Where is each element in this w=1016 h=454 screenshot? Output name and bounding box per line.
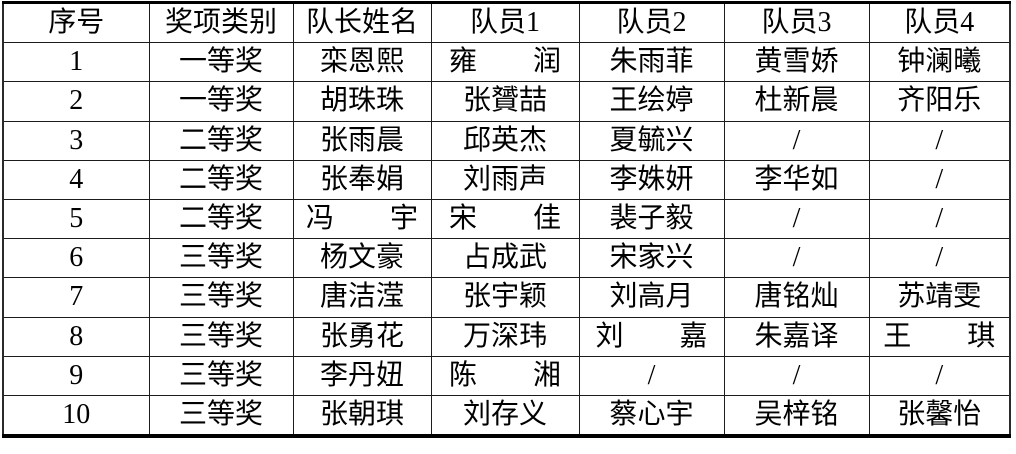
header-captain-name: 队长姓名: [292, 0, 432, 44]
table-row: 7 三等奖 唐洁滢 张宇颖 刘高月 唐铭灿 苏靖雯: [2, 277, 1011, 318]
cell-member-3: 吴梓铭: [723, 394, 870, 439]
cell-award-category: 二等奖: [148, 120, 294, 161]
cell-award-category: 三等奖: [148, 277, 294, 318]
cell-award-category: 三等奖: [148, 394, 294, 439]
cell-member-4: 苏靖雯: [868, 277, 1011, 318]
cell-captain-name: 冯 宇: [292, 198, 432, 240]
cell-member-2: 夏毓兴: [578, 120, 725, 161]
cell-member-4: /: [868, 355, 1011, 396]
cell-member-2: /: [578, 355, 725, 396]
table-row: 9 三等奖 李丹妞陈 湘 / / /: [2, 355, 1011, 396]
cell-member-2: 刘高月: [578, 277, 725, 318]
cell-member-3: 黄雪娇: [723, 42, 870, 83]
cell-serial-number: 9: [2, 355, 150, 396]
cell-member-4: /: [868, 120, 1011, 161]
cell-member-3: 杜新晨: [723, 81, 870, 122]
cell-member-4: 王 琪: [868, 316, 1011, 357]
cell-member-3: /: [723, 120, 870, 161]
table-row: 6 三等奖 杨文豪 占成武 宋家兴 / /: [2, 238, 1011, 279]
cell-member-3: /: [723, 238, 870, 279]
cell-award-category: 三等奖: [148, 238, 294, 279]
header-serial-number: 序号: [2, 0, 150, 44]
table-row: 4 二等奖 张奉娟 刘雨声 李姝妍 李华如 /: [2, 159, 1011, 200]
cell-captain-name: 张雨晨: [292, 120, 432, 161]
cell-member-2: 蔡心宇: [578, 394, 725, 439]
table-row: 3 二等奖 张雨晨 邱英杰 夏毓兴 / /: [2, 120, 1011, 161]
cell-award-category: 三等奖: [148, 355, 294, 396]
cell-captain-name: 杨文豪: [292, 238, 432, 279]
cell-serial-number: 7: [2, 277, 150, 318]
table-row: 8 三等奖 张勇花 万深玮刘 嘉朱嘉译王 琪: [2, 316, 1011, 357]
cell-member-1: 张宇颖: [430, 277, 580, 318]
header-award-category: 奖项类别: [148, 0, 294, 44]
cell-serial-number: 8: [2, 316, 150, 357]
cell-member-3: /: [723, 198, 870, 240]
cell-serial-number: 1: [2, 42, 150, 83]
award-results-table: 序号 奖项类别 队长姓名 队员1 队员2 队员3 队员4 1 一等奖 栾恩熙雍 润朱…: [2, 0, 1011, 439]
header-row: 序号 奖项类别 队长姓名 队员1 队员2 队员3 队员4: [2, 0, 1011, 44]
cell-captain-name: 张朝琪: [292, 394, 432, 439]
cell-member-1: 刘雨声: [430, 159, 580, 200]
cell-award-category: 三等奖: [148, 316, 294, 357]
cell-member-3: 朱嘉译: [723, 316, 870, 357]
cell-member-4: 齐阳乐: [868, 81, 1011, 122]
cell-serial-number: 3: [2, 120, 150, 161]
cell-member-1: 张贇喆: [430, 81, 580, 122]
cell-member-4: /: [868, 159, 1011, 200]
cell-member-1: 雍 润: [430, 42, 580, 83]
cell-captain-name: 李丹妞: [292, 355, 432, 396]
cell-member-2: 刘 嘉: [578, 316, 725, 357]
header-member-2: 队员2: [578, 0, 725, 44]
header-member-3: 队员3: [723, 0, 870, 44]
cell-member-4: /: [868, 198, 1011, 240]
cell-member-4: 钟澜曦: [868, 42, 1011, 83]
cell-member-4: 张馨怡: [868, 394, 1011, 439]
cell-serial-number: 6: [2, 238, 150, 279]
header-member-1: 队员1: [430, 0, 580, 44]
cell-member-3: /: [723, 355, 870, 396]
cell-award-category: 一等奖: [148, 81, 294, 122]
cell-member-2: 宋家兴: [578, 238, 725, 279]
cell-member-1: 万深玮: [430, 316, 580, 357]
cell-member-1: 邱英杰: [430, 120, 580, 161]
cell-member-1: 占成武: [430, 238, 580, 279]
header-member-4: 队员4: [868, 0, 1011, 44]
cell-captain-name: 胡珠珠: [292, 81, 432, 122]
cell-serial-number: 4: [2, 159, 150, 200]
cell-member-2: 朱雨菲: [578, 42, 725, 83]
table-row: 10 三等奖 张朝琪 刘存义 蔡心宇 吴梓铭 张馨怡: [2, 394, 1011, 439]
cell-serial-number: 10: [2, 394, 150, 439]
cell-captain-name: 栾恩熙: [292, 42, 432, 83]
cell-award-category: 一等奖: [148, 42, 294, 83]
table-body: 1 一等奖 栾恩熙雍 润朱雨菲 黄雪娇 钟澜曦 2 一等奖 胡珠珠 张贇喆 王绘婷 杜新晨 齐阳乐 3 二…: [2, 42, 1011, 439]
cell-captain-name: 张奉娟: [292, 159, 432, 200]
cell-member-2: 李姝妍: [578, 159, 725, 200]
table-row: 2 一等奖 胡珠珠 张贇喆 王绘婷 杜新晨 齐阳乐: [2, 81, 1011, 122]
cell-captain-name: 张勇花: [292, 316, 432, 357]
cell-member-3: 唐铭灿: [723, 277, 870, 318]
cell-serial-number: 2: [2, 81, 150, 122]
cell-award-category: 二等奖: [148, 159, 294, 200]
cell-member-4: /: [868, 238, 1011, 279]
cell-member-3: 李华如: [723, 159, 870, 200]
cell-award-category: 二等奖: [148, 198, 294, 240]
table-row: 1 一等奖 栾恩熙雍 润朱雨菲 黄雪娇 钟澜曦: [2, 42, 1011, 83]
cell-captain-name: 唐洁滢: [292, 277, 432, 318]
cell-member-1: 刘存义: [430, 394, 580, 439]
table-row: 5 二等奖冯 宇宋 佳裴子毅 / /: [2, 198, 1011, 240]
cell-member-2: 裴子毅: [578, 198, 725, 240]
cell-member-2: 王绘婷: [578, 81, 725, 122]
cell-serial-number: 5: [2, 198, 150, 240]
cell-member-1: 宋 佳: [430, 198, 580, 240]
cell-member-1: 陈 湘: [430, 355, 580, 396]
